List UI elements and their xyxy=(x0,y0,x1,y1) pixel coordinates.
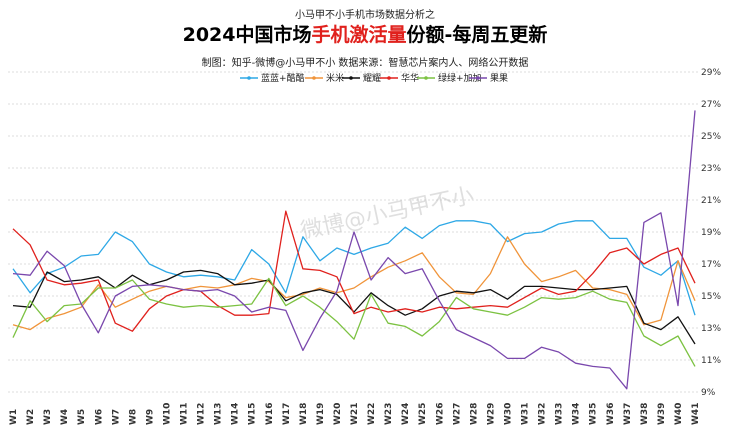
legend-label: 绿绿+加加 xyxy=(438,72,482,84)
x-tick-label: W8 xyxy=(128,409,138,425)
series-line xyxy=(12,269,696,345)
y-tick-label: 15% xyxy=(701,292,721,302)
top-label: 小马甲不小手机市场数据分析之 xyxy=(295,10,435,21)
x-tick-label: W29 xyxy=(486,403,496,425)
series-lines xyxy=(12,110,696,390)
title-prefix: 2024中国市场 xyxy=(182,24,312,46)
x-tick-label: W25 xyxy=(418,403,428,425)
x-tick-label: W32 xyxy=(538,403,548,425)
series-line xyxy=(12,210,696,332)
legend-marker xyxy=(312,76,316,80)
y-tick-label: 13% xyxy=(701,324,721,334)
x-axis-ticks: W1 W2 W3 W4 W5 W6 W7 W8 W9 W10 W11 W12 W13 W14 W15 W16 W… xyxy=(9,403,701,425)
x-tick-label: W33 xyxy=(555,403,565,425)
x-tick-label: W20 xyxy=(333,403,343,425)
gridlines xyxy=(8,71,698,393)
x-tick-label: W12 xyxy=(197,403,207,425)
legend-label: 华华 xyxy=(401,72,419,84)
x-tick-label: W1 xyxy=(9,409,19,425)
x-tick-label: W9 xyxy=(145,409,155,425)
x-tick-label: W5 xyxy=(77,409,87,425)
x-tick-label: W28 xyxy=(469,403,479,425)
y-axis-ticks: 9% 11% 13% 15% 17% 19% 21% 23% 25% 27% 29% xyxy=(701,68,721,398)
x-tick-label: W31 xyxy=(521,403,531,425)
chart-title: 2024中国市场手机激活量份额-每周五更新 xyxy=(0,20,730,47)
x-tick-label: W22 xyxy=(367,403,377,425)
legend-marker xyxy=(424,76,428,80)
title-highlight: 手机激活量 xyxy=(311,24,407,46)
x-tick-label: W14 xyxy=(231,403,241,425)
legend: 蓝蓝+酷酷 米米 耀耀 华华 绿绿+加加 果果 xyxy=(240,72,508,84)
x-tick-label: W19 xyxy=(316,403,326,425)
credits: 制图：知乎-微博@小马甲不小 数据来源：智慧芯片案内人、网络公开数据 xyxy=(201,58,529,69)
series-line xyxy=(12,236,696,331)
x-tick-label: W17 xyxy=(282,403,292,425)
legend-marker xyxy=(476,76,480,80)
y-tick-label: 11% xyxy=(701,356,721,366)
y-tick-label: 23% xyxy=(701,164,721,174)
y-tick-label: 19% xyxy=(701,228,721,238)
x-tick-label: W15 xyxy=(248,403,258,425)
series-line xyxy=(12,110,696,390)
y-tick-label: 17% xyxy=(701,260,721,270)
x-tick-label: W35 xyxy=(589,403,599,425)
x-tick-label: W3 xyxy=(43,409,53,425)
watermark: 微博@小马甲不小 xyxy=(299,183,476,244)
legend-label: 蓝蓝+酷酷 xyxy=(261,72,305,84)
series-line xyxy=(12,277,696,367)
x-tick-label: W37 xyxy=(623,403,633,425)
series-line xyxy=(12,220,696,316)
y-tick-label: 27% xyxy=(701,100,721,110)
x-tick-label: W2 xyxy=(26,409,36,425)
x-tick-label: W34 xyxy=(572,403,582,425)
x-tick-label: W36 xyxy=(606,403,616,425)
legend-marker xyxy=(349,76,353,80)
x-tick-label: W18 xyxy=(299,403,309,425)
x-tick-label: W24 xyxy=(401,403,411,425)
y-tick-label: 29% xyxy=(701,68,721,78)
x-tick-label: W23 xyxy=(384,403,394,425)
x-tick-label: W7 xyxy=(111,409,121,425)
x-tick-label: W21 xyxy=(350,403,360,425)
legend-label: 米米 xyxy=(326,72,344,84)
legend-marker xyxy=(247,76,251,80)
x-tick-label: W38 xyxy=(640,403,650,425)
x-tick-label: W26 xyxy=(435,403,445,425)
y-tick-label: 9% xyxy=(701,388,716,398)
y-tick-label: 21% xyxy=(701,196,721,206)
legend-label: 耀耀 xyxy=(363,73,381,84)
x-tick-label: W10 xyxy=(162,403,172,425)
x-tick-label: W30 xyxy=(503,403,513,425)
x-tick-label: W11 xyxy=(180,403,190,425)
x-tick-label: W27 xyxy=(452,403,462,425)
x-tick-label: W13 xyxy=(214,403,224,425)
legend-label: 果果 xyxy=(490,73,508,84)
legend-marker xyxy=(387,76,391,80)
x-tick-label: W16 xyxy=(265,403,275,425)
x-tick-label: W41 xyxy=(691,403,701,425)
y-tick-label: 25% xyxy=(701,132,721,142)
x-tick-label: W39 xyxy=(657,403,667,425)
x-tick-label: W4 xyxy=(60,409,70,425)
title-suffix: 份额-每周五更新 xyxy=(406,24,548,46)
x-tick-label: W40 xyxy=(674,403,684,425)
x-tick-label: W6 xyxy=(94,409,104,425)
